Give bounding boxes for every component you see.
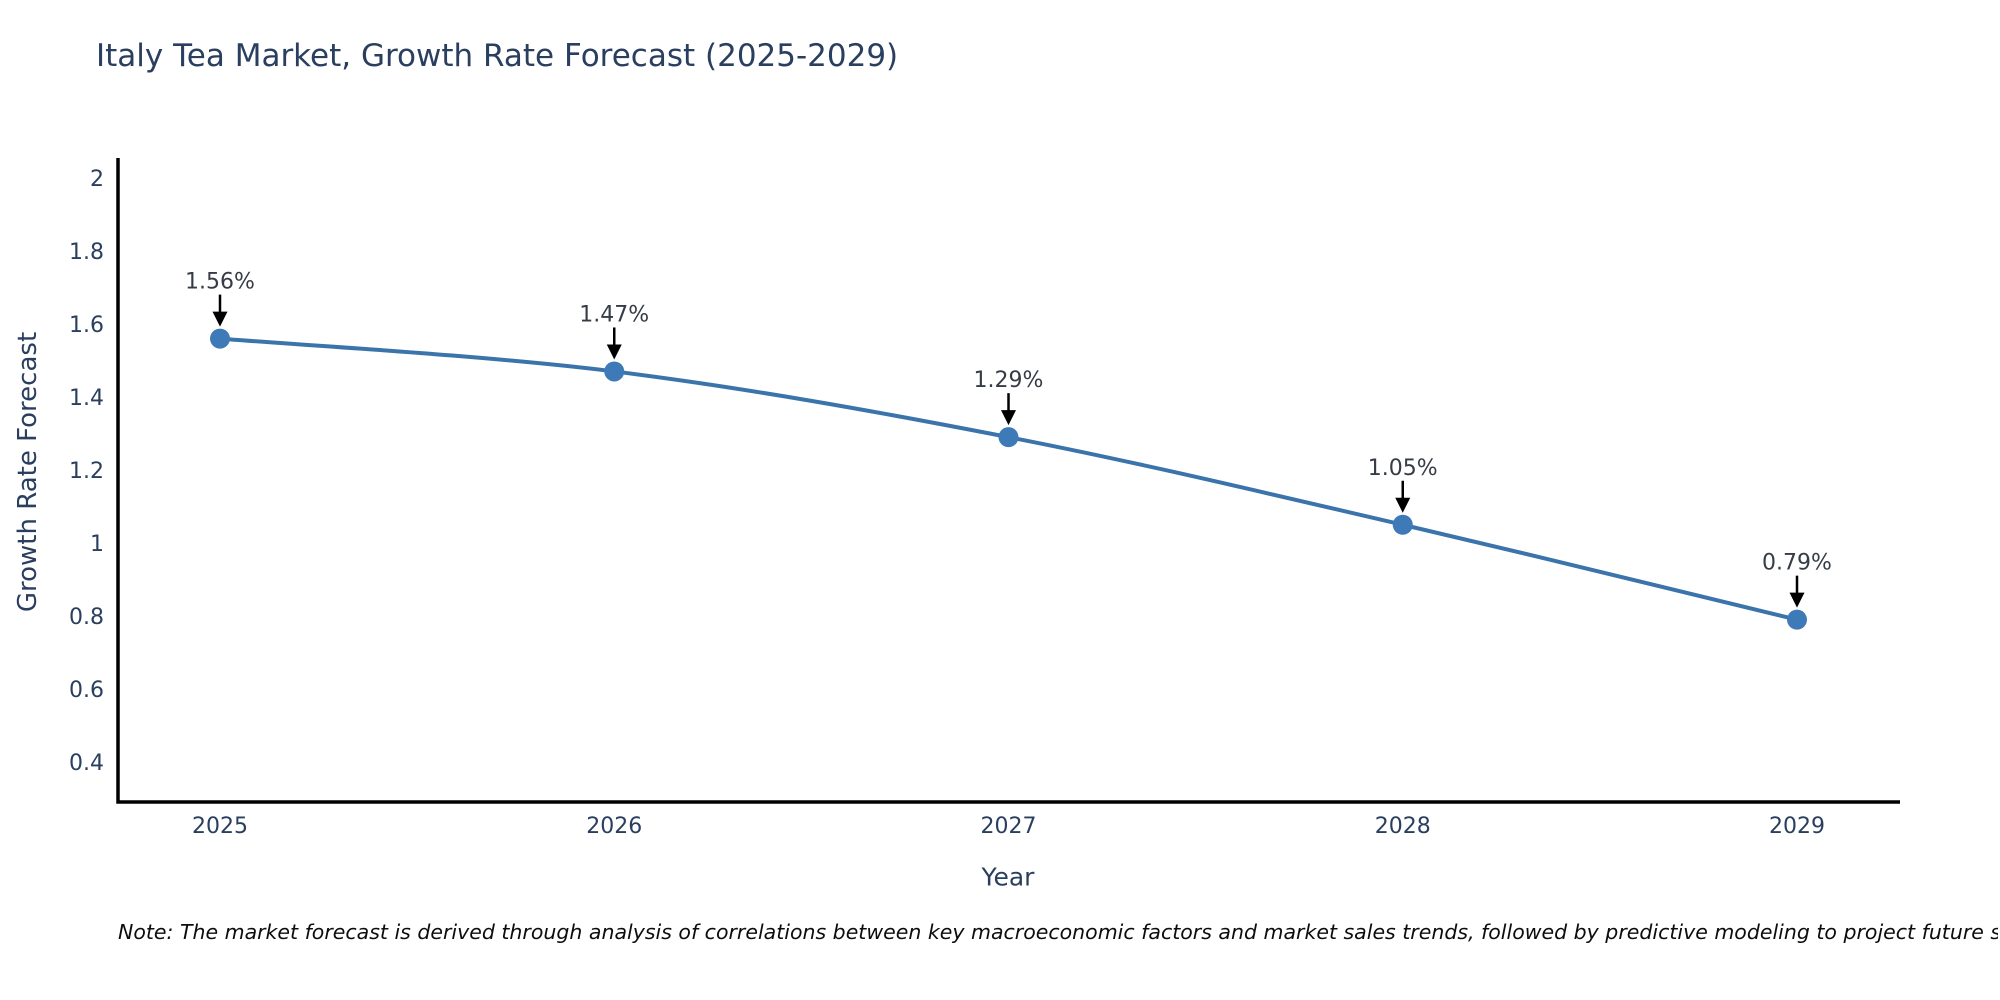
y-tick-label: 1 <box>90 532 104 557</box>
data-point-2028[interactable] <box>1392 514 1413 535</box>
y-tick-label: 1.4 <box>69 386 104 411</box>
y-tick-label: 0.6 <box>69 678 104 703</box>
axis-lines <box>116 158 1900 804</box>
point-value-label: 1.47% <box>579 302 649 327</box>
chart-title: Italy Tea Market, Growth Rate Forecast (… <box>96 38 899 74</box>
x-tick-label: 2025 <box>192 814 248 839</box>
footnote: Note: The market forecast is derived thr… <box>118 920 1998 944</box>
point-value-label: 1.05% <box>1368 456 1438 481</box>
point-value-label: 1.29% <box>974 368 1044 393</box>
y-tick-label: 0.4 <box>69 751 104 776</box>
y-tick-label: 2 <box>90 167 104 192</box>
data-point-2026[interactable] <box>604 361 625 382</box>
y-tick-label: 1.8 <box>69 240 104 265</box>
point-value-label: 0.79% <box>1762 551 1832 576</box>
annotation-arrowhead-icon <box>212 311 228 327</box>
y-tick-label: 1.6 <box>69 313 104 338</box>
annotation-arrowhead-icon <box>1789 592 1805 608</box>
annotation-arrowhead-icon <box>1395 497 1411 513</box>
x-tick-label: 2028 <box>1375 814 1431 839</box>
data-point-2029[interactable] <box>1787 609 1807 630</box>
point-value-label: 1.56% <box>185 270 255 295</box>
data-point-2025[interactable] <box>210 328 230 349</box>
y-tick-label: 0.8 <box>69 605 104 630</box>
x-axis-title: Year <box>981 862 1035 892</box>
x-tick-label: 2027 <box>981 814 1037 839</box>
x-tick-label: 2029 <box>1769 814 1825 839</box>
data-point-2027[interactable] <box>998 427 1019 448</box>
annotation-arrowhead-icon <box>606 344 622 360</box>
y-tick-label: 1.2 <box>69 459 104 484</box>
annotation-arrowhead-icon <box>1001 410 1016 426</box>
y-axis-title: Growth Rate Forecast <box>13 331 43 613</box>
x-tick-label: 2026 <box>586 814 642 839</box>
